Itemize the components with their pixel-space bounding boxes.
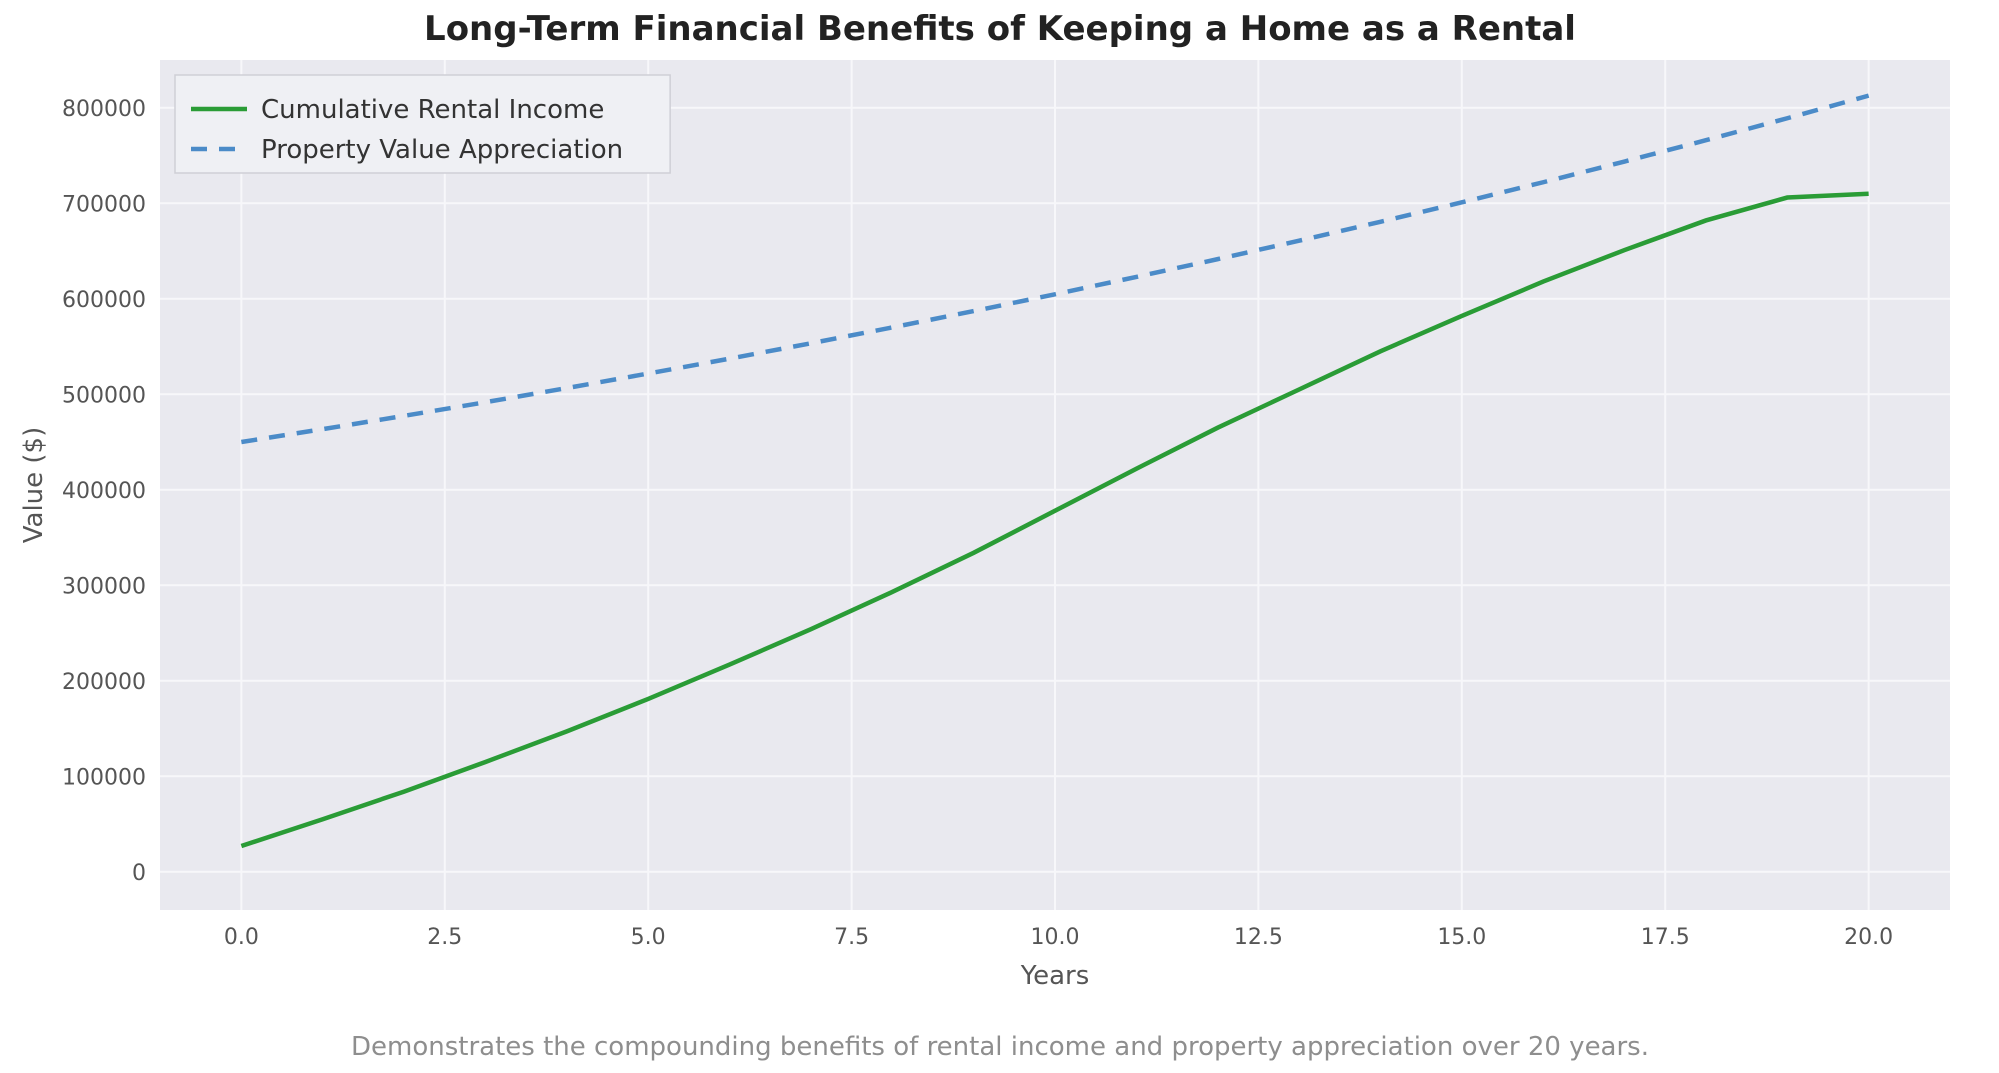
y-tick-label: 600000 [62,288,146,313]
y-tick-label: 300000 [62,574,146,599]
legend-entry-label: Cumulative Rental Income [261,95,604,125]
y-axis-label: Value ($) [19,427,49,544]
y-tick-label: 200000 [62,670,146,695]
x-tick-label: 5.0 [631,925,666,950]
y-tick-label: 400000 [62,479,146,504]
chart-title: Long-Term Financial Benefits of Keeping … [424,9,1576,49]
y-tick-label: 0 [132,861,146,886]
x-tick-label: 15.0 [1437,925,1486,950]
y-tick-label: 100000 [62,765,146,790]
x-tick-label: 10.0 [1031,925,1080,950]
x-tick-label: 2.5 [427,925,462,950]
chart-caption: Demonstrates the compounding benefits of… [351,1032,1649,1062]
legend-entry-label: Property Value Appreciation [261,135,623,165]
chart-root: 0.0 2.5 5.0 7.5 10.0 12.5 15.0 17.5 20.0 0 100000… [0,0,1999,1073]
x-tick-labels: 0.0 2.5 5.0 7.5 10.0 12.5 15.0 17.5 20.0 [224,925,1893,950]
y-tick-labels: 0 100000 200000 300000 400000 500000 600000 700… [62,97,146,886]
x-tick-label: 0.0 [224,925,259,950]
x-tick-label: 12.5 [1234,925,1283,950]
y-tick-label: 700000 [62,192,146,217]
x-tick-label: 17.5 [1641,925,1690,950]
x-tick-label: 7.5 [834,925,869,950]
x-tick-label: 20.0 [1844,925,1893,950]
x-axis-label: Years [1020,961,1090,991]
y-tick-label: 800000 [62,97,146,122]
legend: Cumulative Rental Income Property Value A… [175,75,670,173]
y-tick-label: 500000 [62,383,146,408]
